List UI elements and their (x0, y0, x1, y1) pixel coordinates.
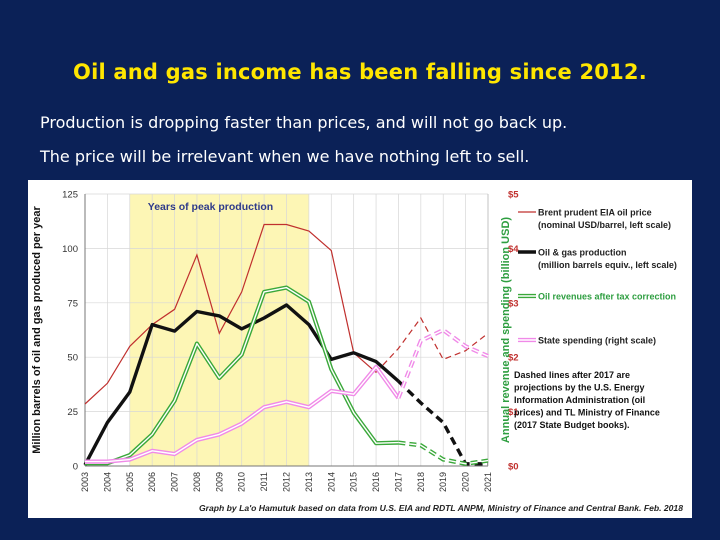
note-line: (2017 State Budget books). (514, 420, 630, 430)
note-line: Dashed lines after 2017 are (514, 370, 630, 380)
peak-years-label: Years of peak production (148, 201, 273, 213)
x-tick-label: 2019 (438, 472, 448, 492)
subtitle-line-1: Production is dropping faster than price… (40, 113, 568, 132)
note-line: Information Administration (oil (514, 395, 645, 405)
x-tick-label: 2021 (483, 472, 493, 492)
y-tick-left-label: 0 (73, 462, 78, 473)
legend-entry-2-label: Oil revenues after tax correction (538, 292, 676, 302)
x-tick-label: 2017 (393, 472, 403, 492)
x-tick-label: 2016 (371, 472, 381, 492)
y-tick-left-label: 25 (67, 407, 78, 418)
y-tick-right-label: $4 (508, 244, 519, 255)
x-tick-label: 2009 (214, 472, 224, 492)
y-axis-left-title: Million barrels of oil and gas produced … (31, 206, 43, 454)
y-tick-left-label: 125 (62, 190, 78, 201)
series-1-line (83, 303, 400, 466)
x-tick-label: 2015 (349, 472, 359, 492)
x-tick-label: 2005 (125, 472, 135, 492)
chart-panel: Brent prudent EIA oil price (nominal USD/… (28, 180, 692, 518)
legend-entry-1-label-2: (million barrels equiv., left scale) (538, 260, 677, 270)
x-tick-label: 2020 (461, 472, 471, 492)
series-0-line (84, 223, 377, 405)
series-1-projection (397, 379, 488, 466)
x-tick-label: 2014 (326, 472, 336, 492)
legend-entry-3-label: State spending (right scale) (538, 336, 656, 346)
x-tick-label: 2013 (304, 472, 314, 492)
y-tick-right-label: $0 (508, 462, 519, 473)
subtitle-line-2: The price will be irrelevant when we hav… (40, 147, 530, 166)
y-tick-right-label: $3 (508, 298, 519, 309)
y-tick-right-label: $5 (508, 190, 519, 201)
x-tick-label: 2011 (259, 472, 269, 491)
note-line: projections by the U.S. Energy (514, 383, 645, 393)
y-tick-left-label: 100 (62, 244, 78, 255)
y-tick-left-label: 75 (67, 298, 78, 309)
y-tick-right-label: $1 (508, 407, 519, 418)
x-tick-label: 2018 (416, 472, 426, 492)
note-line: prices) and TL Ministry of Finance (514, 408, 660, 418)
legend-entry-0-label-2: (nominal USD/barrel, left scale) (538, 220, 671, 230)
y-tick-right-label: $2 (508, 353, 519, 364)
y-tick-left-label: 50 (67, 353, 78, 364)
x-tick-label: 2007 (170, 472, 180, 492)
series-3-line-inner (85, 366, 399, 463)
series-2-projection-inner (398, 441, 489, 465)
x-tick-label: 2003 (80, 472, 90, 492)
series-3-projection-inner (397, 329, 489, 399)
oil-gas-chart: Brent prudent EIA oil price (nominal USD/… (31, 190, 683, 514)
legend-entry-0-label: Brent prudent EIA oil price (538, 208, 652, 218)
x-tick-label: 2008 (192, 472, 202, 492)
series-0-projection (375, 316, 489, 373)
x-tick-label: 2010 (237, 472, 247, 492)
y-axis-right-title: Annual revenue and spending (billion USD… (500, 217, 512, 443)
x-tick-label: 2012 (282, 472, 292, 492)
x-tick-label: 2006 (147, 472, 157, 492)
series-2-line-inner (85, 286, 399, 464)
slide-title: Oil and gas income has been falling sinc… (73, 60, 647, 84)
source-caption: Graph by La'o Hamutuk based on data from… (199, 503, 683, 513)
x-tick-label: 2004 (102, 472, 112, 492)
legend-entry-1-label: Oil & gas production (538, 248, 627, 258)
